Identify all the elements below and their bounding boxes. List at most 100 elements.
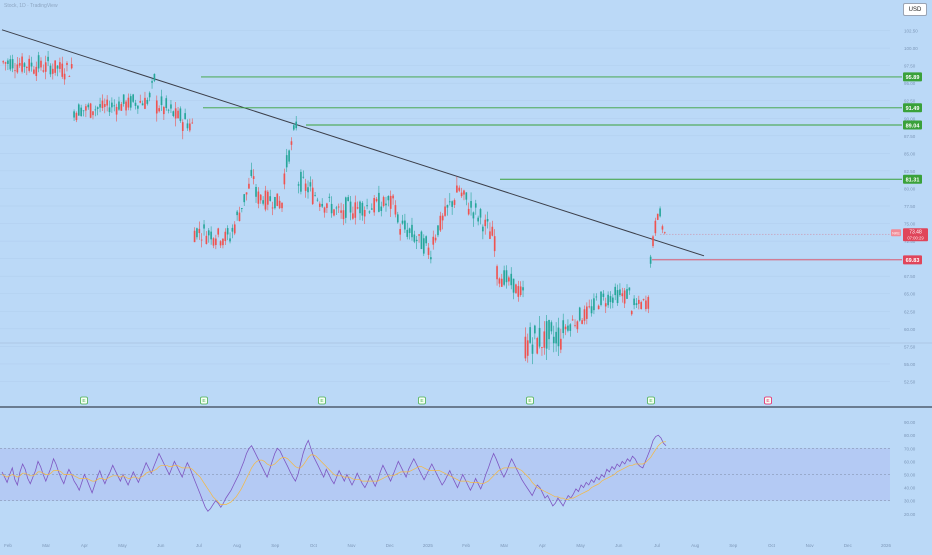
candle[interactable] [198, 228, 201, 234]
candle[interactable] [392, 195, 394, 199]
candle[interactable] [307, 187, 309, 193]
candle[interactable] [505, 270, 508, 283]
candle[interactable] [269, 196, 272, 201]
level-badge[interactable] [903, 255, 922, 265]
candle[interactable] [597, 305, 600, 310]
candle[interactable] [418, 234, 420, 236]
candle[interactable] [23, 63, 26, 67]
candle[interactable] [630, 310, 633, 315]
candle[interactable] [153, 73, 156, 81]
candle[interactable] [453, 200, 456, 205]
candle[interactable] [160, 96, 163, 106]
candle[interactable] [647, 297, 650, 309]
candle[interactable] [267, 191, 269, 205]
candle[interactable] [425, 236, 427, 244]
candle[interactable] [593, 298, 595, 311]
candle[interactable] [85, 106, 87, 111]
candle[interactable] [51, 68, 54, 74]
candle[interactable] [49, 65, 52, 75]
candle[interactable] [552, 336, 555, 344]
candle[interactable] [612, 297, 614, 303]
candle[interactable] [47, 56, 49, 62]
candle[interactable] [382, 197, 385, 206]
candle[interactable] [278, 200, 281, 209]
candle[interactable] [103, 103, 106, 107]
candle[interactable] [179, 108, 182, 121]
candle[interactable] [439, 215, 442, 231]
candle[interactable] [581, 320, 583, 324]
candle[interactable] [89, 103, 92, 118]
candle[interactable] [510, 273, 513, 286]
candle[interactable] [420, 231, 423, 250]
earnings-marker[interactable] [80, 396, 88, 405]
candle[interactable] [111, 102, 113, 108]
candle[interactable] [519, 286, 522, 295]
candle[interactable] [378, 192, 380, 212]
candle[interactable] [356, 207, 359, 209]
candle[interactable] [342, 210, 345, 220]
candle[interactable] [222, 238, 224, 246]
candle[interactable] [205, 235, 208, 245]
candle[interactable] [614, 286, 617, 296]
candle[interactable] [243, 194, 246, 203]
candle[interactable] [203, 224, 205, 229]
candle[interactable] [115, 106, 118, 115]
candle[interactable] [472, 212, 475, 219]
candle[interactable] [177, 110, 179, 119]
candle[interactable] [75, 112, 78, 121]
candle[interactable] [163, 106, 165, 115]
candle[interactable] [465, 192, 468, 200]
candle[interactable] [37, 55, 40, 69]
candle[interactable] [82, 110, 85, 112]
candle[interactable] [590, 306, 593, 314]
candle[interactable] [290, 141, 293, 145]
price-levels[interactable]: 95.89 91.49 89.04 81.31 69.83 NKE 73.4807:00:2… [201, 72, 928, 265]
candle[interactable] [337, 206, 340, 208]
candle[interactable] [40, 60, 42, 68]
candle[interactable] [25, 66, 28, 68]
candle[interactable] [633, 298, 635, 306]
candle[interactable] [2, 61, 5, 63]
candle[interactable] [191, 122, 194, 124]
candle[interactable] [515, 284, 517, 294]
candle[interactable] [448, 201, 451, 203]
candle[interactable] [373, 198, 375, 213]
candle[interactable] [607, 294, 609, 306]
candle[interactable] [477, 217, 479, 222]
candle[interactable] [401, 220, 404, 224]
candle[interactable] [125, 101, 127, 111]
candle[interactable] [127, 97, 130, 108]
candle[interactable] [238, 212, 241, 222]
candle[interactable] [297, 184, 300, 186]
candle[interactable] [144, 97, 146, 109]
candle[interactable] [132, 94, 134, 102]
candle[interactable] [151, 81, 153, 83]
candle[interactable] [21, 56, 23, 72]
candle[interactable] [529, 327, 531, 343]
candle[interactable] [538, 327, 541, 347]
candle[interactable] [73, 111, 75, 118]
candle[interactable] [446, 205, 449, 208]
candle[interactable] [569, 324, 572, 331]
candle[interactable] [637, 299, 640, 304]
candle[interactable] [14, 70, 16, 72]
candle[interactable] [11, 59, 14, 69]
candle[interactable] [541, 347, 543, 348]
candle[interactable] [141, 103, 144, 106]
candle[interactable] [434, 237, 437, 241]
candle[interactable] [316, 199, 319, 201]
candle[interactable] [108, 107, 111, 113]
candle[interactable] [248, 183, 250, 189]
candle[interactable] [283, 173, 286, 185]
candle[interactable] [321, 203, 324, 207]
candle[interactable] [288, 150, 290, 162]
candle[interactable] [330, 203, 333, 214]
candle[interactable] [444, 206, 446, 216]
candle[interactable] [567, 325, 569, 331]
candle[interactable] [621, 293, 624, 297]
candle[interactable] [241, 207, 243, 209]
candle[interactable] [493, 236, 496, 252]
candle[interactable] [68, 76, 71, 77]
